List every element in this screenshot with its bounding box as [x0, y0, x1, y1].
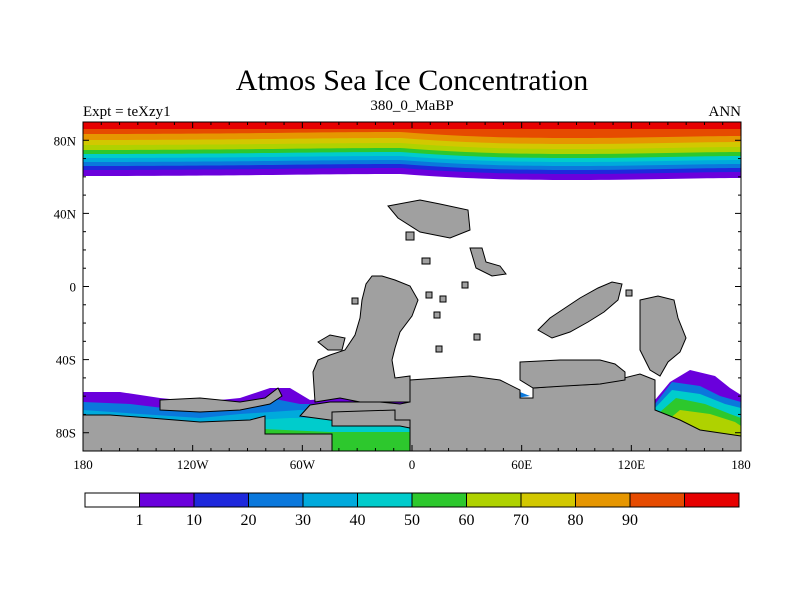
- colorbar: 1 10 20 30 40 50 60 70 80 90: [84, 492, 740, 529]
- colorbar-swatch: [248, 492, 304, 508]
- land-islet-a: [405, 231, 415, 241]
- colorbar-swatch: [684, 492, 740, 508]
- y-tick-label: 40N: [54, 206, 77, 221]
- colorbar-label: 60: [459, 512, 475, 529]
- chart-title: Atmos Sea Ice Concentration: [236, 64, 588, 97]
- land-islet-h: [473, 333, 481, 341]
- x-tick-label: 180: [73, 457, 93, 472]
- y-tick-label: 80S: [56, 426, 76, 441]
- axes: 180 120W 60W 0 60E 120E 180 80N 40N 0 40S 80S: [54, 122, 751, 472]
- colorbar-label: 50: [404, 512, 420, 529]
- map-content: [83, 122, 741, 451]
- land-africa-main: [519, 359, 626, 389]
- land-africa-horn: [537, 281, 623, 339]
- land-islet-b: [421, 257, 431, 265]
- land-north-central: [387, 199, 471, 239]
- land-islet-north-a: [469, 247, 507, 277]
- colorbar-swatch: [139, 492, 195, 508]
- x-tick-label: 0: [409, 457, 416, 472]
- x-tick-label: 180: [731, 457, 751, 472]
- y-tick-label: 80N: [54, 133, 77, 148]
- land-weddell-strip: [331, 409, 411, 429]
- land-islet-f: [351, 297, 359, 305]
- colorbar-label: 30: [295, 512, 311, 529]
- land-islet-g: [435, 345, 443, 353]
- colorbar-swatch: [466, 492, 522, 508]
- x-tick-label: 60W: [290, 457, 316, 472]
- colorbar-swatch: [193, 492, 249, 508]
- land-africa-west: [317, 334, 346, 351]
- land-south-america: [312, 275, 419, 403]
- colorbar-label: 20: [241, 512, 257, 529]
- y-tick-label: 0: [70, 280, 77, 295]
- land-masses: [83, 199, 741, 451]
- colorbar-swatch: [411, 492, 467, 508]
- x-tick-label: 120W: [177, 457, 210, 472]
- colorbar-label: 40: [350, 512, 366, 529]
- land-islet-e: [461, 281, 469, 289]
- land-islet-i: [625, 289, 633, 297]
- x-tick-label: 60E: [511, 457, 532, 472]
- land-islet-d: [439, 295, 447, 303]
- colorbar-swatch: [302, 492, 358, 508]
- season-label: ANN: [709, 104, 742, 120]
- colorbar-label: 10: [186, 512, 202, 529]
- experiment-label: Expt = teXzy1: [83, 104, 171, 120]
- x-tick-label: 120E: [618, 457, 646, 472]
- colorbar-label: 70: [513, 512, 529, 529]
- colorbar-swatch: [629, 492, 685, 508]
- nh-ice-bands: [83, 122, 741, 180]
- y-tick-label: 40S: [56, 353, 76, 368]
- time-label: 380_0_MaBP: [370, 98, 453, 114]
- colorbar-swatch: [357, 492, 413, 508]
- colorbar-label: 90: [622, 512, 638, 529]
- colorbar-swatch: [84, 492, 140, 508]
- land-islet-j: [433, 311, 441, 319]
- land-southern-fragment: [159, 387, 283, 413]
- colorbar-swatch: [520, 492, 576, 508]
- colorbar-label: 80: [568, 512, 584, 529]
- colorbar-label: 1: [136, 512, 144, 529]
- colorbar-swatch: [575, 492, 631, 508]
- land-east-block: [639, 295, 687, 377]
- land-antarctica: [83, 373, 741, 451]
- land-islet-c: [425, 291, 433, 299]
